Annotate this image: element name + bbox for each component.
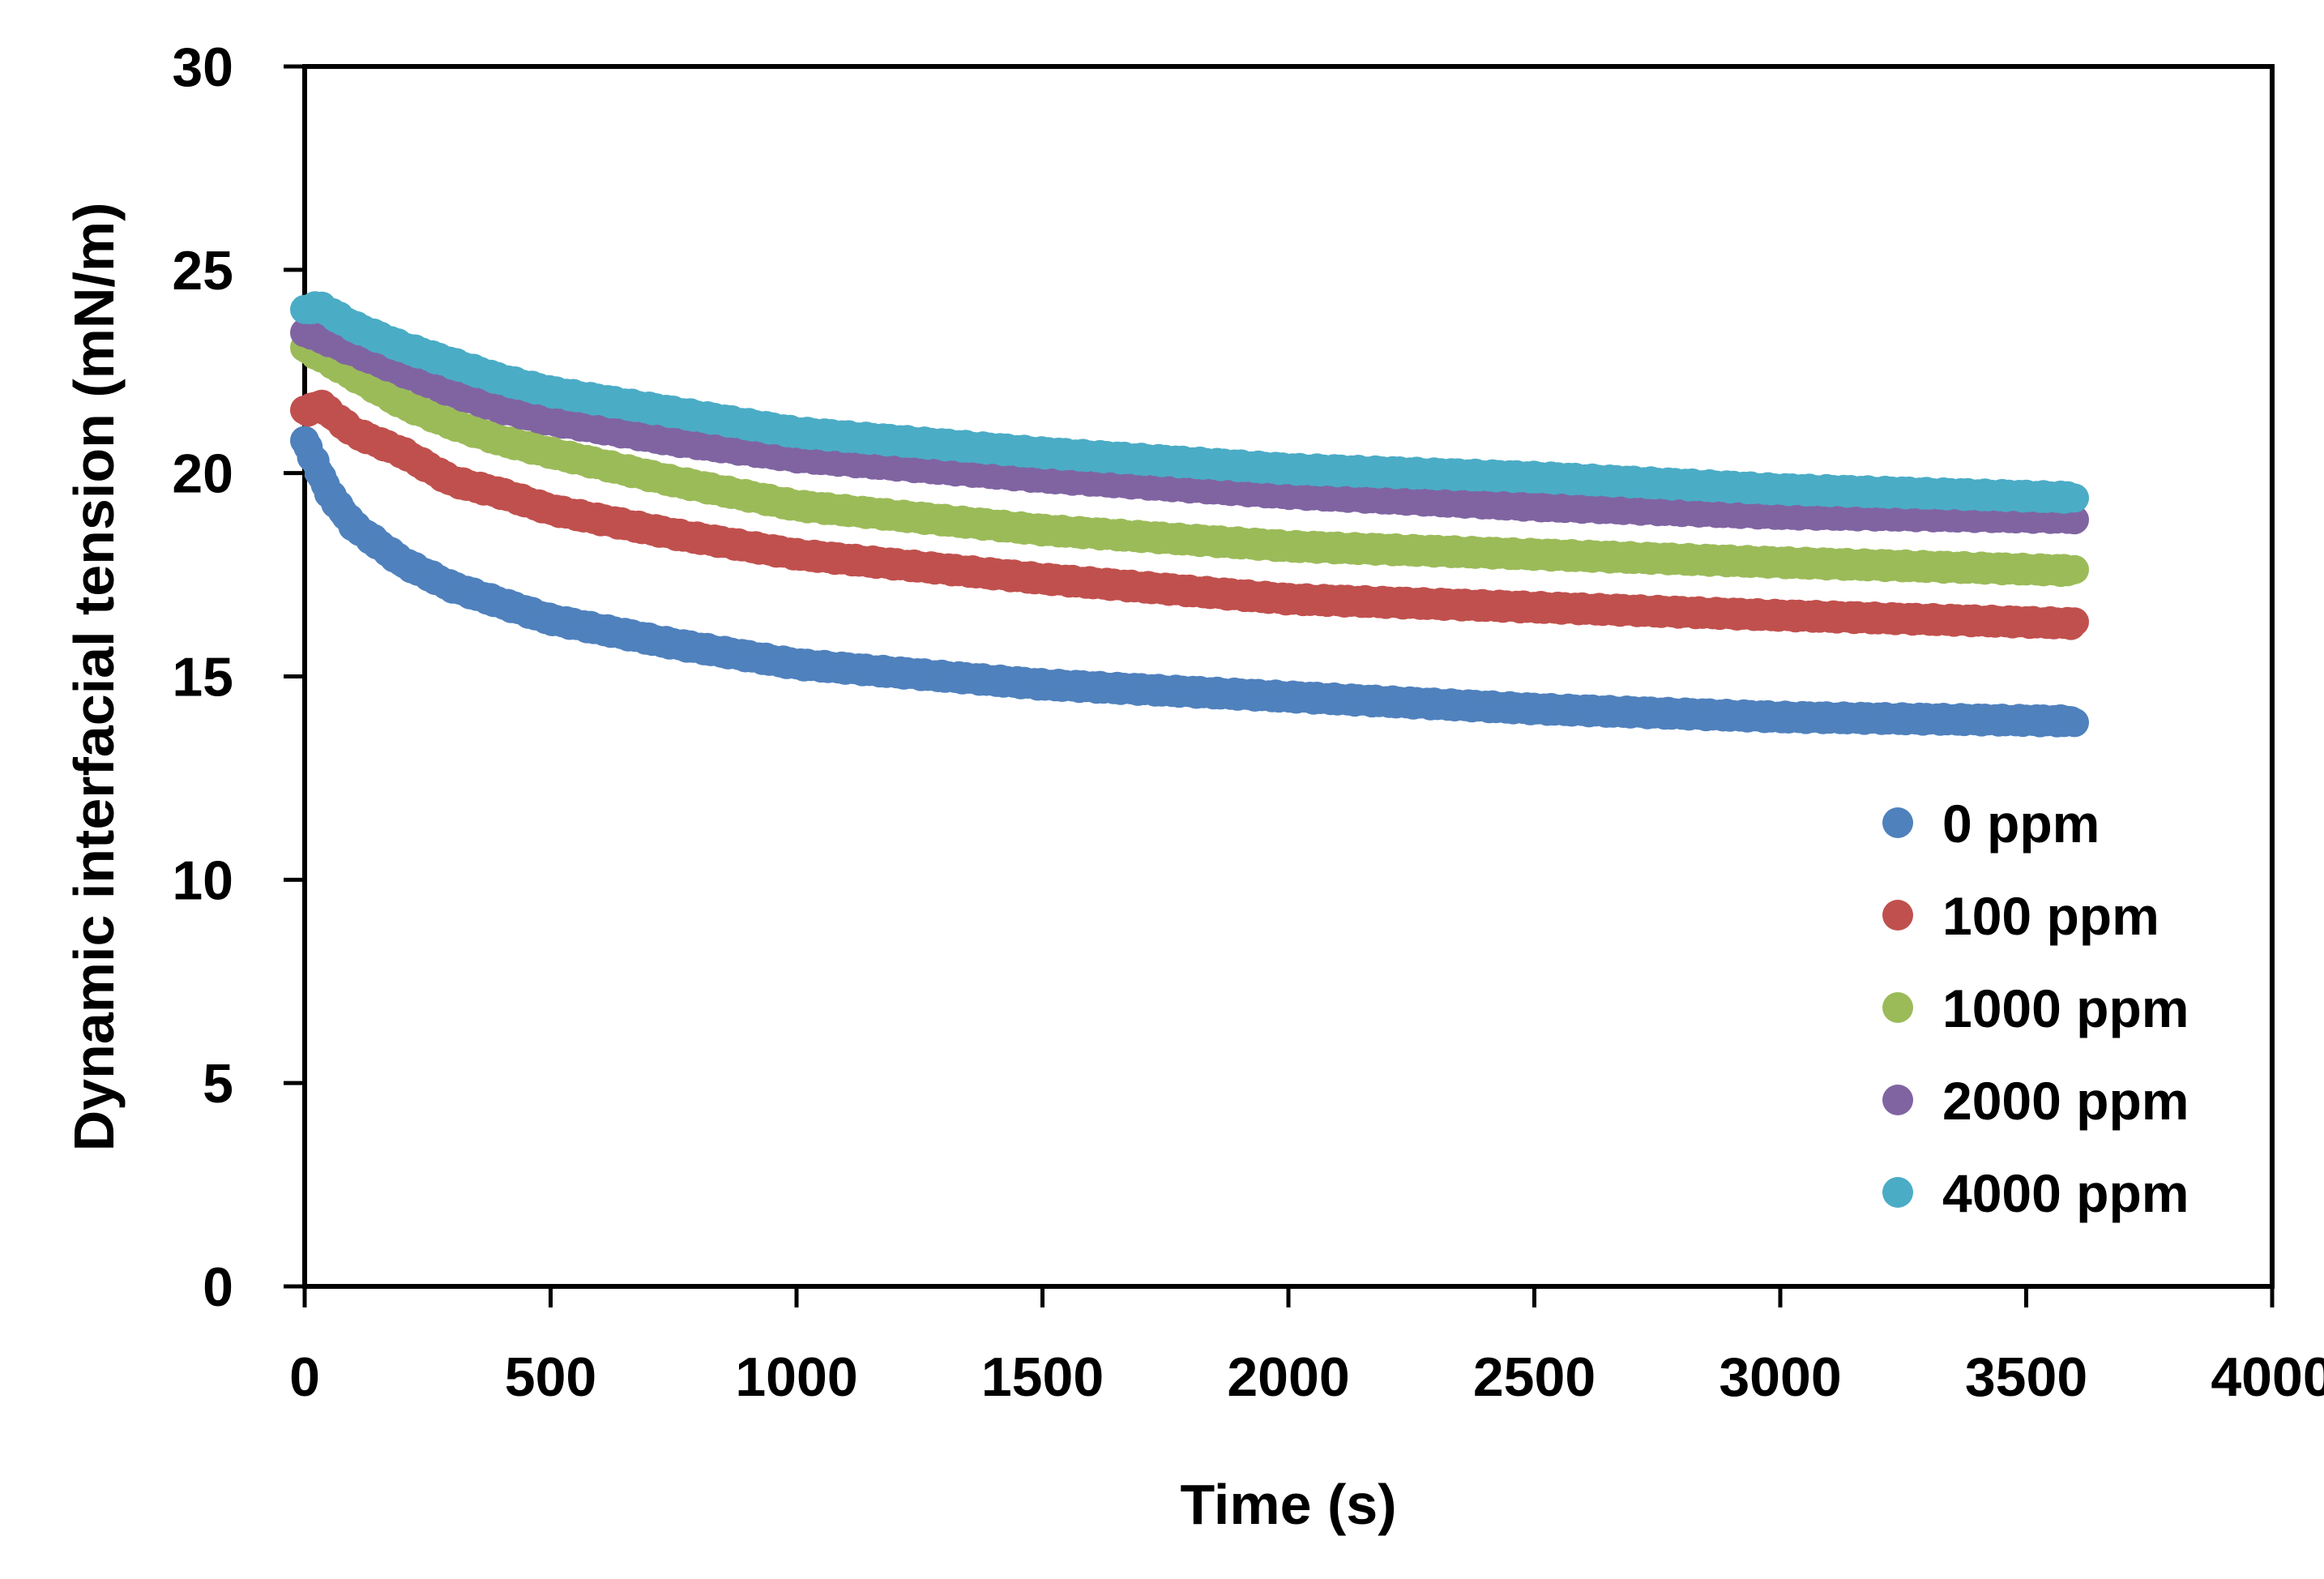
legend-label: 2000 ppm	[1942, 1071, 2189, 1131]
data-point	[2060, 554, 2089, 584]
series-100-ppm	[290, 389, 2089, 640]
x-tick-label: 3500	[1965, 1346, 2087, 1408]
y-tick-label: 10	[172, 849, 233, 911]
legend-label: 1000 ppm	[1942, 978, 2189, 1038]
series-layer	[290, 291, 2089, 738]
legend-marker	[1882, 992, 1913, 1023]
data-point	[2060, 483, 2089, 513]
plot-area	[302, 64, 2275, 1289]
legend-marker	[1882, 807, 1913, 838]
series-4000-ppm	[290, 291, 2089, 514]
series-1000-ppm	[290, 332, 2089, 588]
y-axis-title: Dynamic interfacial tension (mN/m)	[62, 203, 126, 1152]
y-tick-label: 20	[172, 443, 233, 505]
y-tick-label: 0	[203, 1256, 233, 1318]
series-0-ppm	[290, 426, 2089, 738]
legend: 0 ppm 100 ppm 1000 ppm 2000 ppm 4000 ppm	[1882, 794, 2189, 1223]
x-tick-label: 0	[289, 1346, 320, 1408]
data-point	[2060, 607, 2089, 637]
y-tick-label: 25	[172, 240, 233, 302]
legend-label: 0 ppm	[1942, 794, 2100, 854]
legend-label: 100 ppm	[1942, 886, 2160, 946]
y-tick-label: 15	[172, 647, 233, 708]
x-tick-label: 500	[505, 1346, 596, 1408]
x-axis-title: Time (s)	[1180, 1473, 1396, 1536]
x-tick-label: 1500	[981, 1346, 1104, 1408]
y-tick-label: 5	[203, 1053, 233, 1115]
legend-marker	[1882, 900, 1913, 931]
x-tick-label: 1000	[735, 1346, 857, 1408]
x-tick-label: 2000	[1227, 1346, 1349, 1408]
tick-layer: 0 500 1000 1500 2000 2500 3000 3500 4000 0 5 10 15 20…	[172, 36, 2324, 1408]
x-tick-label: 3000	[1719, 1346, 1841, 1408]
data-point	[2060, 708, 2089, 738]
x-tick-label: 2500	[1473, 1346, 1596, 1408]
legend-marker	[1882, 1085, 1913, 1115]
legend-label: 4000 ppm	[1942, 1163, 2189, 1223]
x-tick-label: 4000	[2211, 1346, 2324, 1408]
legend-marker	[1882, 1177, 1913, 1208]
y-tick-label: 30	[172, 36, 233, 98]
